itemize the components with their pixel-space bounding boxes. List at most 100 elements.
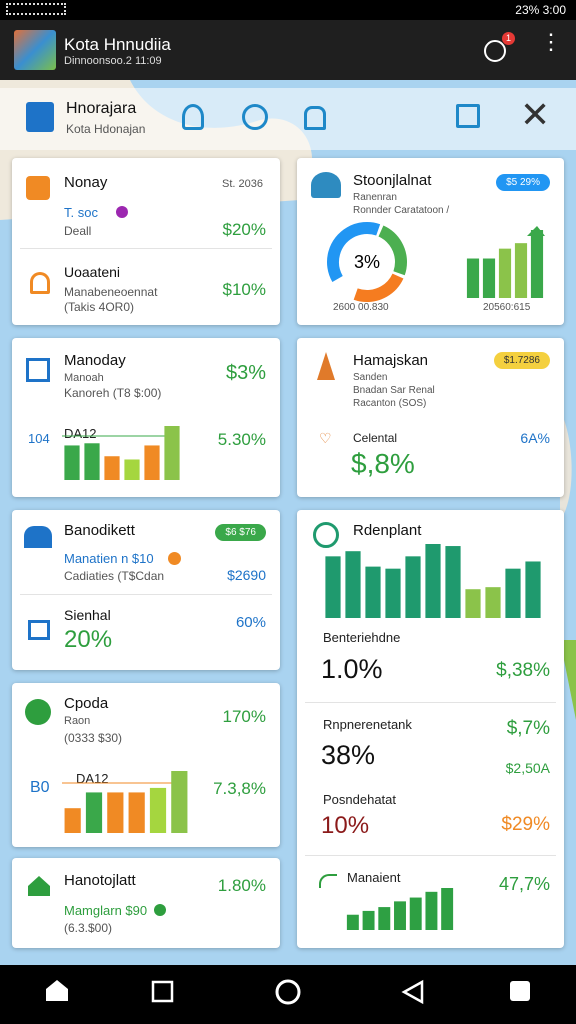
wifi-button[interactable] bbox=[182, 104, 204, 130]
card-badge: $6 $76 bbox=[215, 524, 266, 541]
bar bbox=[505, 568, 521, 618]
header-icon bbox=[26, 102, 54, 132]
card-line: (6.3.$00) bbox=[64, 921, 113, 935]
card-title: Stoonjlalnat bbox=[353, 172, 432, 189]
bar bbox=[425, 891, 438, 930]
card-label: Celental bbox=[353, 431, 398, 445]
close-button[interactable]: ✕ bbox=[520, 94, 551, 135]
footer-value: 47,7% bbox=[498, 874, 550, 894]
card-line: Mamglarn $90 bbox=[64, 903, 148, 918]
axis-label: 104 bbox=[28, 431, 50, 446]
card[interactable]: Hamajskan $1.7286 Sanden Bnadan Sar Rena… bbox=[297, 338, 564, 497]
bar bbox=[104, 456, 120, 480]
card-subtitle: Manoah bbox=[64, 372, 104, 384]
chart-value: 7.3,8% bbox=[213, 779, 266, 798]
bar bbox=[482, 258, 496, 298]
back-button[interactable] bbox=[401, 979, 424, 1005]
notification-button[interactable] bbox=[484, 40, 506, 62]
row-value: $29% bbox=[501, 814, 550, 835]
list-button[interactable] bbox=[456, 104, 480, 128]
row-big-value: 10% bbox=[321, 812, 370, 839]
card[interactable]: Cpoda Raon (0333 $30) 170% B0 DA12 7.3,8… bbox=[12, 683, 280, 847]
card-label: Deall bbox=[64, 224, 92, 238]
bar bbox=[409, 897, 422, 930]
bar bbox=[466, 258, 480, 298]
card-value: $2690 bbox=[227, 567, 266, 583]
card-subtitle: (Takis 4OR0) bbox=[64, 300, 135, 314]
card-badge: $5 29% bbox=[496, 174, 550, 191]
card[interactable]: Hanotojlatt Mamglarn $90 (6.3.$00) 1.80% bbox=[12, 858, 280, 948]
bar bbox=[385, 568, 401, 618]
recents-button[interactable] bbox=[151, 980, 174, 1003]
bar bbox=[394, 901, 406, 930]
bar bbox=[485, 587, 501, 618]
bar bbox=[465, 589, 481, 618]
bar bbox=[362, 910, 375, 930]
bar bbox=[365, 566, 381, 618]
donut-segment bbox=[327, 222, 407, 302]
bar bbox=[64, 808, 81, 833]
bar bbox=[325, 556, 341, 618]
bar bbox=[84, 443, 100, 480]
keyboard-button[interactable] bbox=[510, 981, 530, 1001]
header-subtitle: Kota Hdonajan bbox=[66, 122, 146, 136]
bar bbox=[124, 459, 140, 480]
card-value: $20% bbox=[222, 220, 266, 239]
row-value: $,38% bbox=[496, 660, 550, 681]
chart-label: DA12 bbox=[76, 771, 109, 786]
card[interactable]: Stoonjlalnat $5 29% Ranenran Ronnder Car… bbox=[297, 158, 564, 325]
card[interactable]: Rdenplant Benteriehdne 1.0% $,38% Rnpner… bbox=[297, 510, 564, 948]
card-title: Hanotojlatt bbox=[64, 872, 136, 889]
card-line: Manatien n $10 bbox=[64, 551, 154, 566]
status-icons bbox=[6, 3, 66, 15]
donut-caption: 2600 00.830 bbox=[333, 302, 389, 313]
footer-label: Manaient bbox=[347, 870, 401, 885]
app-bar: Kota Hnnudiia Dinnoonsoo.2 11:09 1 ⋮ bbox=[0, 20, 576, 80]
card[interactable]: Manoday Manoah Kanoreh (T8 $:00) $3% 104… bbox=[12, 338, 280, 497]
card-subtitle: Bnadan Sar Renal bbox=[353, 385, 435, 396]
row-big-value: 1.0% bbox=[321, 654, 383, 684]
status-text: 23% 3:00 bbox=[515, 3, 566, 17]
card-title: Banodikett bbox=[64, 522, 135, 539]
bar bbox=[164, 426, 180, 480]
bar-chart bbox=[62, 771, 188, 833]
bar-chart bbox=[466, 226, 545, 298]
compass-button[interactable] bbox=[242, 104, 268, 130]
card-subtitle: (0333 $30) bbox=[64, 731, 123, 745]
bar bbox=[64, 445, 80, 480]
card-title: Uoaateni bbox=[64, 264, 121, 280]
app-subtitle: Dinnoonsoo.2 11:09 bbox=[64, 55, 162, 67]
card-icon bbox=[26, 358, 50, 382]
donut-label: 3% bbox=[353, 252, 380, 272]
bar bbox=[107, 792, 124, 833]
row-label: Posndehatat bbox=[323, 792, 397, 807]
navigation-bar bbox=[0, 965, 576, 1024]
bar bbox=[345, 551, 361, 618]
app-icon bbox=[14, 30, 56, 70]
card-icon bbox=[28, 620, 50, 640]
chart-caption: 20560:615 bbox=[483, 302, 531, 313]
bar bbox=[85, 792, 103, 833]
home-circle-button[interactable] bbox=[275, 979, 301, 1005]
bar bbox=[530, 230, 544, 298]
card-big-value: 20% bbox=[64, 626, 113, 653]
card-subtitle: Ranenran bbox=[353, 192, 397, 203]
card[interactable]: Banodikett $6 $76 Manatien n $10 Cadiati… bbox=[12, 510, 280, 670]
card-icon bbox=[24, 526, 52, 548]
card-subtitle: Sanden bbox=[353, 372, 388, 383]
card-icon bbox=[311, 172, 341, 198]
menu-button[interactable]: ⋮ bbox=[540, 29, 562, 54]
bar bbox=[445, 546, 461, 618]
bar-chart bbox=[62, 426, 180, 480]
donut-segment bbox=[327, 222, 407, 302]
card-icon bbox=[26, 176, 50, 200]
home-button[interactable] bbox=[46, 980, 68, 1001]
divider bbox=[305, 702, 556, 703]
building-button[interactable] bbox=[304, 106, 326, 130]
card[interactable]: Nonay St. 2036 T. soc Deall $20% Uoaaten… bbox=[12, 158, 280, 325]
chart-value: 5.30% bbox=[217, 430, 266, 449]
bar bbox=[128, 792, 145, 833]
card-icon bbox=[30, 272, 50, 294]
row-value: $2,50A bbox=[505, 760, 550, 776]
card-line: Cadiaties (T$Cdan bbox=[64, 569, 165, 583]
